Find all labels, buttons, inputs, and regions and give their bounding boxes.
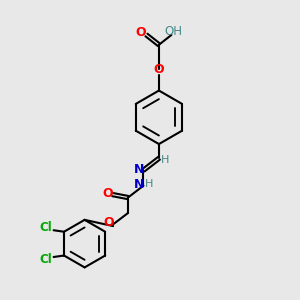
Text: N: N bbox=[134, 178, 144, 191]
Text: O: O bbox=[136, 26, 146, 39]
Text: O: O bbox=[154, 63, 164, 76]
Text: H: H bbox=[161, 155, 169, 165]
Text: N: N bbox=[134, 163, 144, 176]
Text: H: H bbox=[145, 179, 154, 190]
Text: O: O bbox=[103, 216, 114, 229]
Text: Cl: Cl bbox=[39, 221, 52, 234]
Text: O: O bbox=[102, 187, 112, 200]
Text: Cl: Cl bbox=[39, 254, 52, 266]
Text: OH: OH bbox=[164, 25, 182, 38]
